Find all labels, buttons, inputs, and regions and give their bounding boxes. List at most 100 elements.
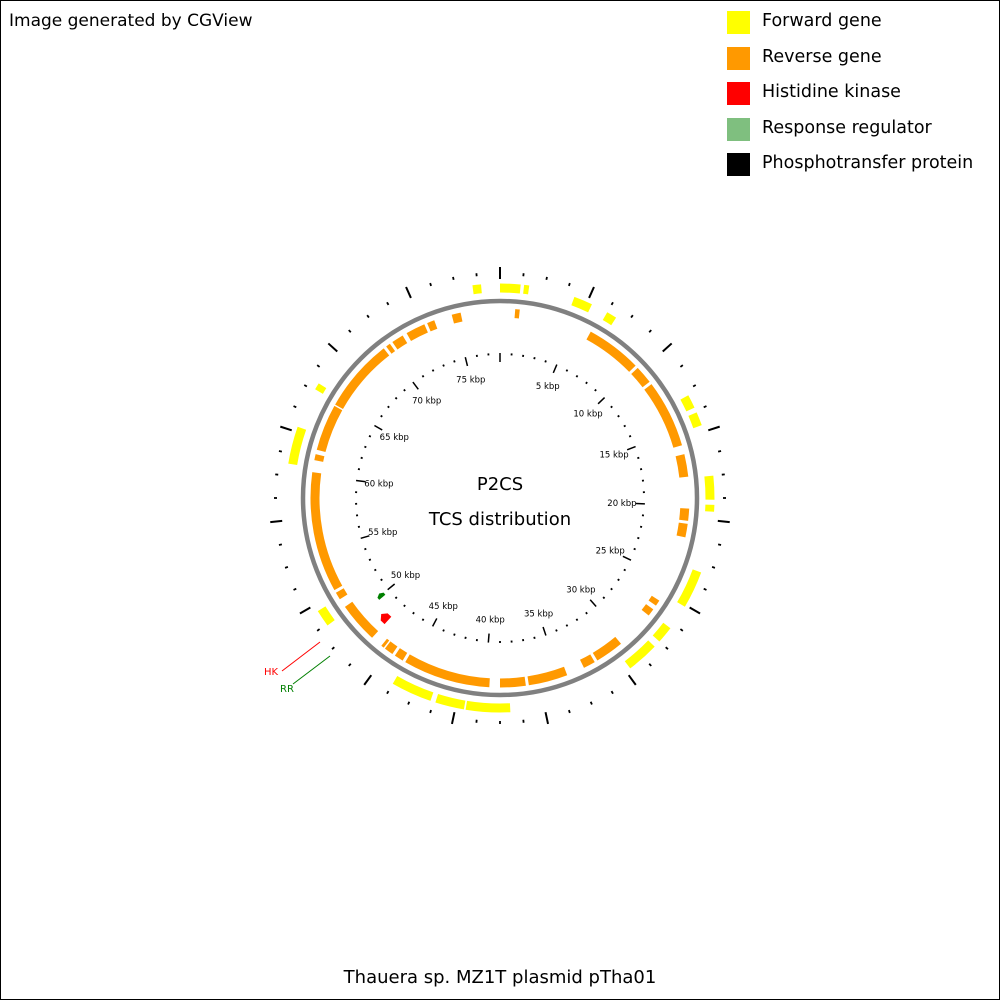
- reverse-gene: [527, 666, 568, 686]
- legend-swatch-reverse-gene: [727, 46, 750, 70]
- inner-tick: [360, 535, 370, 540]
- inner-tick: [368, 558, 372, 561]
- forward-gene: [315, 383, 327, 394]
- inner-tick: [623, 424, 627, 428]
- outer-tick: [703, 587, 707, 591]
- histidine-kinase-feature: [380, 613, 392, 625]
- outer-tick: [279, 425, 293, 432]
- reverse-gene: [592, 636, 622, 661]
- outer-tick: [689, 606, 701, 615]
- forward-gene: [523, 284, 530, 295]
- outer-tick: [270, 519, 283, 524]
- kbp-tick-label: 10 kbp: [573, 410, 602, 420]
- legend-swatch-histidine-kinase: [727, 82, 750, 105]
- inner-tick: [544, 360, 547, 363]
- center-subtitle: TCS distribution: [428, 509, 571, 530]
- legend-label-forward-gene: Forward gene: [762, 11, 882, 31]
- reverse-gene: [392, 335, 408, 350]
- inner-tick: [364, 445, 367, 449]
- reverse-gene: [679, 508, 690, 521]
- outer-tick: [386, 690, 390, 695]
- inner-tick: [421, 374, 425, 378]
- inner-tick: [585, 611, 588, 615]
- forward-gene: [392, 675, 434, 701]
- forward-gene: [571, 296, 592, 313]
- reverse-gene: [676, 522, 688, 538]
- reverse-gene: [344, 601, 379, 638]
- inner-tick: [575, 374, 579, 378]
- outer-tick: [627, 674, 637, 686]
- credit-text: Image generated by CGView: [9, 11, 253, 31]
- inner-tick: [387, 583, 396, 591]
- reverse-gene: [579, 654, 595, 668]
- kbp-tick-label: 40 kbp: [476, 616, 505, 626]
- outer-tick: [293, 587, 297, 591]
- inner-tick: [617, 414, 620, 418]
- kbp-tick-label: 65 kbp: [380, 433, 409, 443]
- reverse-gene: [384, 641, 398, 654]
- forward-gene: [652, 622, 671, 642]
- reverse-gene: [499, 676, 526, 688]
- outer-tick: [278, 543, 283, 546]
- inner-tick: [374, 424, 383, 431]
- kbp-tick-label: 20 kbp: [607, 499, 636, 509]
- inner-tick: [623, 568, 627, 572]
- inner-tick: [412, 611, 415, 615]
- kbp-tick-label: 5 kbp: [536, 382, 560, 392]
- outer-tick: [568, 282, 571, 287]
- outer-tick: [450, 712, 456, 725]
- reverse-gene: [335, 348, 390, 410]
- outer-tick: [703, 405, 707, 409]
- inner-tick: [464, 357, 469, 367]
- inner-tick: [555, 629, 558, 632]
- outer-tick: [363, 674, 373, 686]
- reverse-gene: [405, 654, 490, 688]
- outer-tick: [303, 384, 308, 388]
- reverse-gene: [386, 343, 396, 354]
- outer-tick: [648, 329, 652, 333]
- inner-tick: [394, 396, 398, 400]
- outer-tick: [316, 628, 321, 632]
- inner-tick: [565, 624, 569, 627]
- inner-tick: [442, 629, 445, 632]
- outer-tick-ring: [270, 267, 730, 725]
- outer-tick: [662, 342, 673, 353]
- inner-tick: [442, 364, 445, 367]
- forward-gene: [435, 693, 466, 710]
- outer-tick: [331, 646, 335, 650]
- inner-tick: [403, 388, 406, 392]
- reverse-gene: [451, 312, 463, 324]
- outer-tick: [588, 286, 595, 299]
- outer-tick: [293, 405, 297, 409]
- outer-tick: [452, 276, 455, 281]
- outer-tick: [630, 314, 634, 319]
- reverse-gene: [641, 604, 654, 616]
- reverse-gene: [381, 638, 390, 648]
- inner-tick: [380, 578, 383, 582]
- inner-tick: [617, 578, 620, 582]
- kbp-tick-label: 30 kbp: [566, 585, 595, 595]
- reverse-gene-track: [310, 309, 690, 688]
- legend-label-phosphotransfer-protein: Phosphotransfer protein: [762, 153, 974, 173]
- inner-tick: [368, 435, 372, 438]
- outer-tick: [278, 450, 283, 453]
- legend-label-response-regulator: Response regulator: [762, 117, 932, 138]
- inner-tick: [364, 547, 367, 551]
- reverse-gene: [631, 367, 650, 388]
- outer-tick: [665, 646, 669, 650]
- reverse-gene: [310, 472, 343, 591]
- reverse-gene: [427, 320, 438, 332]
- hk-callout-line: [281, 641, 321, 672]
- outer-tick: [568, 709, 571, 714]
- reverse-gene: [644, 384, 683, 448]
- outer-tick: [544, 712, 550, 725]
- outer-tick: [429, 709, 432, 714]
- forward-gene: [677, 569, 702, 607]
- inner-tick: [380, 414, 383, 418]
- inner-tick: [637, 456, 640, 460]
- outer-tick: [610, 690, 614, 695]
- hk-callout-label: HK: [264, 667, 279, 678]
- response-regulator-feature: [377, 592, 386, 600]
